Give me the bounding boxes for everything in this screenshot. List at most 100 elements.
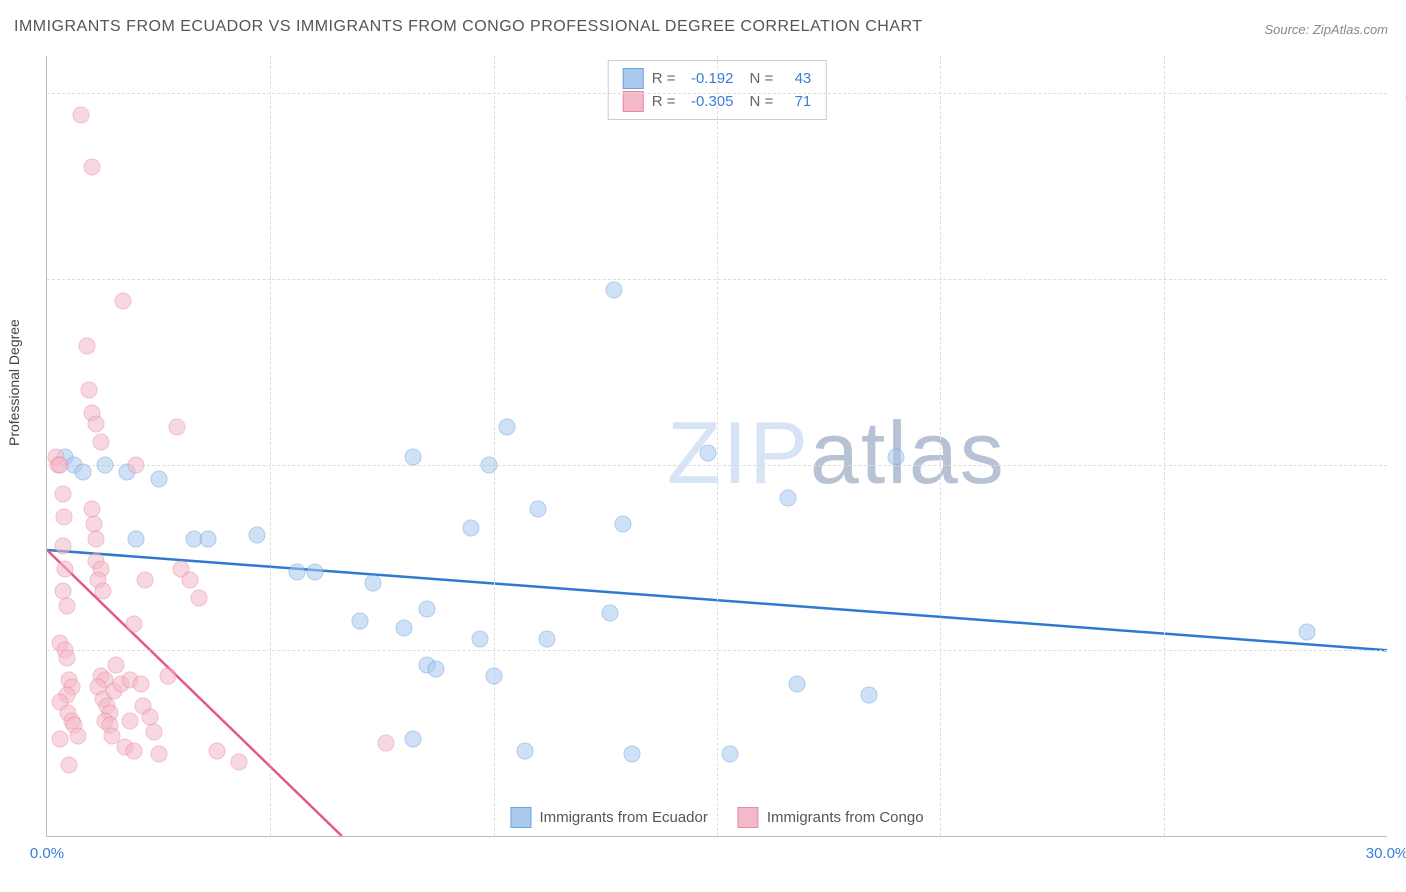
point-congo xyxy=(114,293,131,310)
y-tick-label: 5.0% xyxy=(1395,456,1406,473)
point-congo xyxy=(94,582,111,599)
point-ecuador xyxy=(289,564,306,581)
point-congo xyxy=(159,668,176,685)
point-congo xyxy=(56,560,73,577)
point-congo xyxy=(146,724,163,741)
stat-n-value: 43 xyxy=(781,70,811,87)
point-ecuador xyxy=(485,668,502,685)
legend-item: Immigrants from Ecuador xyxy=(510,807,707,828)
y-tick-label: 2.5% xyxy=(1395,642,1406,659)
legend-item: Immigrants from Congo xyxy=(738,807,924,828)
point-congo xyxy=(59,597,76,614)
point-ecuador xyxy=(427,660,444,677)
y-tick-label: 7.5% xyxy=(1395,270,1406,287)
gridline-v xyxy=(1164,56,1165,836)
point-ecuador xyxy=(700,445,717,462)
y-axis-label: Professional Degree xyxy=(6,319,22,446)
stat-r-value: -0.192 xyxy=(684,70,734,87)
point-congo xyxy=(128,456,145,473)
point-congo xyxy=(59,649,76,666)
point-congo xyxy=(61,757,78,774)
point-ecuador xyxy=(516,742,533,759)
point-congo xyxy=(168,419,185,436)
point-ecuador xyxy=(365,575,382,592)
source-attribution: Source: ZipAtlas.com xyxy=(1264,22,1388,37)
point-congo xyxy=(137,571,154,588)
point-congo xyxy=(108,657,125,674)
point-congo xyxy=(88,530,105,547)
x-tick-label: 0.0% xyxy=(30,845,64,862)
point-congo xyxy=(132,675,149,692)
point-ecuador xyxy=(97,456,114,473)
point-congo xyxy=(190,590,207,607)
point-ecuador xyxy=(1298,623,1315,640)
point-ecuador xyxy=(396,620,413,637)
point-ecuador xyxy=(472,631,489,648)
point-congo xyxy=(70,727,87,744)
legend-swatch xyxy=(510,807,531,828)
point-congo xyxy=(83,159,100,176)
stat-n-value: 71 xyxy=(781,93,811,110)
point-ecuador xyxy=(405,449,422,466)
point-congo xyxy=(55,508,72,525)
point-ecuador xyxy=(789,675,806,692)
gridline-v xyxy=(494,56,495,836)
stat-n-label: N = xyxy=(750,93,774,110)
legend-label: Immigrants from Congo xyxy=(767,809,924,826)
point-ecuador xyxy=(351,612,368,629)
point-ecuador xyxy=(606,282,623,299)
gridline-v xyxy=(940,56,941,836)
point-congo xyxy=(121,712,138,729)
point-ecuador xyxy=(199,530,216,547)
point-ecuador xyxy=(780,490,797,507)
scatter-plot-area: ZIPatlas R =-0.192N =43R =-0.305N =71 Im… xyxy=(46,56,1387,837)
legend-swatch xyxy=(738,807,759,828)
legend-label: Immigrants from Ecuador xyxy=(539,809,707,826)
chart-title: IMMIGRANTS FROM ECUADOR VS IMMIGRANTS FR… xyxy=(14,18,923,36)
point-congo xyxy=(52,456,69,473)
point-congo xyxy=(378,735,395,752)
point-ecuador xyxy=(615,516,632,533)
point-congo xyxy=(231,753,248,770)
point-congo xyxy=(181,571,198,588)
gridline-v xyxy=(270,56,271,836)
point-ecuador xyxy=(624,746,641,763)
point-congo xyxy=(88,415,105,432)
legend-swatch xyxy=(623,91,644,112)
point-congo xyxy=(126,616,143,633)
stat-r-value: -0.305 xyxy=(684,93,734,110)
stat-n-label: N = xyxy=(750,70,774,87)
point-ecuador xyxy=(722,746,739,763)
point-congo xyxy=(126,742,143,759)
point-congo xyxy=(54,486,71,503)
gridline-v xyxy=(717,56,718,836)
stat-r-label: R = xyxy=(652,70,676,87)
point-ecuador xyxy=(74,464,91,481)
point-ecuador xyxy=(499,419,516,436)
point-ecuador xyxy=(860,686,877,703)
point-congo xyxy=(92,434,109,451)
point-ecuador xyxy=(405,731,422,748)
point-congo xyxy=(54,538,71,555)
point-ecuador xyxy=(128,530,145,547)
point-congo xyxy=(150,746,167,763)
point-ecuador xyxy=(530,501,547,518)
point-congo xyxy=(52,731,69,748)
point-ecuador xyxy=(248,527,265,544)
point-ecuador xyxy=(418,601,435,618)
point-ecuador xyxy=(601,605,618,622)
point-ecuador xyxy=(463,519,480,536)
point-congo xyxy=(72,107,89,124)
stat-r-label: R = xyxy=(652,93,676,110)
point-ecuador xyxy=(307,564,324,581)
x-tick-label: 30.0% xyxy=(1366,845,1406,862)
point-congo xyxy=(208,742,225,759)
point-ecuador xyxy=(539,631,556,648)
point-ecuador xyxy=(150,471,167,488)
point-congo xyxy=(81,382,98,399)
point-ecuador xyxy=(481,456,498,473)
y-tick-label: 10.0% xyxy=(1395,85,1406,102)
point-congo xyxy=(79,337,96,354)
point-ecuador xyxy=(887,449,904,466)
legend-swatch xyxy=(623,68,644,89)
